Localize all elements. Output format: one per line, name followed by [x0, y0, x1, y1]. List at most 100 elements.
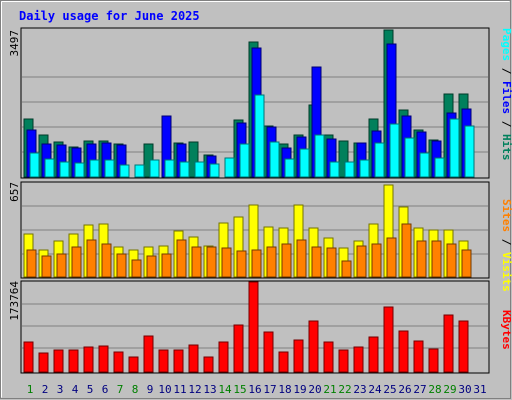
bar-pages-day-16	[254, 94, 265, 178]
bar-pages-day-30	[464, 125, 475, 178]
legend-visits: Visits	[500, 252, 512, 292]
bar-kbytes-day-20	[308, 320, 319, 373]
legend-kbytes: KBytes	[500, 310, 512, 350]
hits-files-pages-panel: 3497	[8, 27, 490, 179]
bar-sites-day-11	[176, 239, 187, 278]
day-label-15: 15	[233, 383, 246, 396]
bar-kbytes-day-19	[293, 339, 304, 373]
bar-kbytes-day-17	[263, 331, 274, 373]
bar-sites-day-24	[371, 243, 382, 278]
bar-sites-day-21	[326, 247, 337, 278]
bar-pages-day-25	[389, 123, 400, 178]
day-label-19: 19	[293, 383, 306, 396]
bar-pages-day-11	[179, 161, 190, 178]
bar-sites-day-18	[281, 243, 292, 278]
day-label-12: 12	[188, 383, 201, 396]
chart-title: Daily usage for June 2025	[19, 9, 200, 23]
legend-separator: /	[500, 232, 512, 252]
day-label-27: 27	[413, 383, 426, 396]
day-label-17: 17	[263, 383, 276, 396]
bar-sites-day-29	[446, 243, 457, 278]
max-value-label: 3497	[8, 30, 21, 57]
bar-pages-day-28	[434, 157, 445, 178]
visits-sites-panel: 657	[8, 181, 490, 279]
day-label-24: 24	[368, 383, 382, 396]
bar-kbytes-day-15	[233, 324, 244, 373]
bar-sites-day-13	[206, 246, 217, 278]
max-value-label: 657	[8, 182, 21, 202]
bar-sites-day-4	[71, 246, 82, 278]
bar-kbytes-day-11	[173, 349, 184, 373]
bar-pages-day-20	[314, 134, 325, 178]
bar-sites-day-15	[236, 250, 247, 278]
svg-text:KBytes: KBytes	[500, 310, 512, 350]
bar-sites-day-2	[41, 255, 52, 278]
bars-group	[23, 184, 472, 278]
day-label-13: 13	[203, 383, 216, 396]
day-label-2: 2	[42, 383, 49, 396]
bar-sites-day-25	[386, 237, 397, 278]
bar-kbytes-day-29	[443, 314, 454, 373]
kbytes-panel: 173764	[8, 280, 490, 374]
day-label-21: 21	[323, 383, 336, 396]
bar-sites-day-10	[161, 253, 172, 278]
day-label-7: 7	[117, 383, 124, 396]
bar-pages-day-8	[134, 164, 145, 178]
bar-sites-day-27	[416, 240, 427, 278]
bar-pages-day-19	[299, 148, 310, 178]
day-label-8: 8	[132, 383, 139, 396]
day-label-30: 30	[458, 383, 471, 396]
bar-kbytes-day-18	[278, 351, 289, 373]
bar-sites-day-8	[131, 259, 142, 278]
bar-sites-day-26	[401, 223, 412, 278]
day-label-23: 23	[353, 383, 366, 396]
bar-sites-day-28	[431, 240, 442, 278]
x-axis-day-labels: 1 2 3 4 5 6 7 8 9 10 11 12 13 14 15 16 17 18 19 20 21 22 23 24 2…	[27, 383, 487, 396]
max-value-label: 173764	[8, 281, 21, 321]
day-label-16: 16	[248, 383, 261, 396]
bar-sites-day-3	[56, 253, 67, 278]
bar-pages-day-10	[164, 159, 175, 178]
day-label-31: 31	[473, 383, 486, 396]
bar-pages-day-4	[74, 162, 85, 178]
day-label-29: 29	[443, 383, 456, 396]
day-label-10: 10	[158, 383, 171, 396]
bar-kbytes-day-2	[38, 352, 49, 373]
bar-pages-day-9	[149, 159, 160, 178]
bar-pages-day-7	[119, 164, 130, 178]
bar-kbytes-day-28	[428, 348, 439, 373]
bar-sites-day-22	[341, 260, 352, 278]
bar-pages-day-1	[29, 152, 40, 178]
bar-sites-day-1	[26, 249, 37, 278]
day-label-1: 1	[27, 383, 34, 396]
legend-files: Files	[500, 81, 512, 114]
day-label-6: 6	[102, 383, 109, 396]
bar-kbytes-day-16	[248, 281, 259, 373]
bar-hits-day-12	[188, 141, 199, 178]
bar-sites-day-7	[116, 253, 127, 278]
bar-kbytes-day-27	[413, 340, 424, 373]
bar-pages-day-17	[269, 141, 280, 178]
bar-kbytes-day-30	[458, 320, 469, 373]
bar-pages-day-2	[44, 158, 55, 178]
day-label-4: 4	[72, 383, 79, 396]
bar-kbytes-day-22	[338, 349, 349, 373]
bar-pages-day-14	[224, 157, 235, 178]
day-label-9: 9	[147, 383, 154, 396]
bar-kbytes-day-7	[113, 351, 124, 373]
bar-hits-day-22	[338, 140, 349, 178]
bars-group	[23, 29, 475, 178]
bar-kbytes-day-5	[83, 346, 94, 373]
bar-sites-day-9	[146, 255, 157, 278]
bar-kbytes-day-13	[203, 356, 214, 373]
legend-kbytes: KBytes	[500, 310, 512, 350]
bar-sites-day-19	[296, 239, 307, 278]
legend-visits-sites: Sites / Visits	[500, 199, 512, 292]
bar-pages-day-12	[194, 161, 205, 178]
day-label-3: 3	[57, 383, 64, 396]
bar-sites-day-6	[101, 243, 112, 278]
svg-text:Pages / Files / Hits: Pages / Files / Hits	[500, 28, 512, 161]
bar-sites-day-16	[251, 249, 262, 278]
bar-pages-day-6	[104, 159, 115, 178]
